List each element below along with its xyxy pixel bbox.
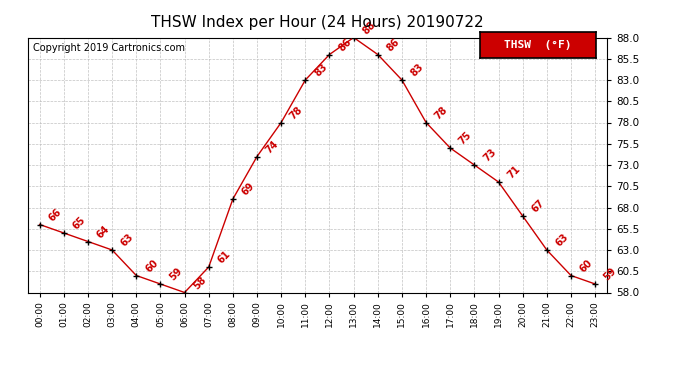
Title: THSW Index per Hour (24 Hours) 20190722: THSW Index per Hour (24 Hours) 20190722	[151, 15, 484, 30]
Text: 64: 64	[95, 224, 112, 240]
Text: 75: 75	[457, 130, 474, 147]
Text: 78: 78	[433, 104, 450, 121]
Text: 61: 61	[216, 249, 233, 266]
Text: 74: 74	[264, 138, 281, 155]
Text: 73: 73	[482, 147, 498, 164]
Text: 83: 83	[409, 62, 426, 79]
Text: 66: 66	[47, 207, 63, 223]
Text: 60: 60	[144, 258, 160, 274]
Text: 67: 67	[530, 198, 546, 214]
Text: 78: 78	[288, 104, 305, 121]
Text: Copyright 2019 Cartronics.com: Copyright 2019 Cartronics.com	[33, 43, 186, 52]
Text: 71: 71	[506, 164, 522, 181]
Text: 60: 60	[578, 258, 595, 274]
Text: 86: 86	[385, 36, 402, 53]
Text: 63: 63	[119, 232, 136, 249]
Text: 63: 63	[554, 232, 571, 249]
Text: 69: 69	[240, 181, 257, 198]
Text: 83: 83	[313, 62, 329, 79]
Text: 65: 65	[71, 215, 88, 232]
Text: 59: 59	[602, 266, 619, 283]
Text: 86: 86	[337, 36, 353, 53]
Text: 88: 88	[361, 20, 377, 36]
Text: 59: 59	[168, 266, 184, 283]
Text: 58: 58	[192, 274, 208, 291]
